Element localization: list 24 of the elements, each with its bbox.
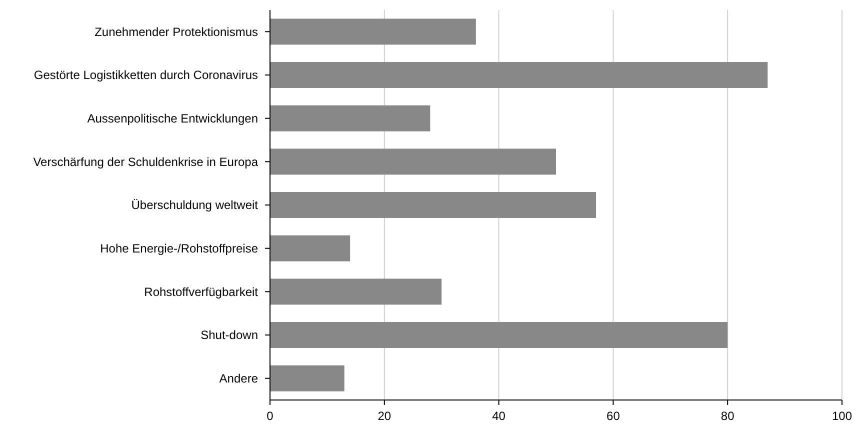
bar [270,278,442,305]
x-tick-label: 80 [720,409,735,423]
bar [270,18,476,45]
y-tick-label: Hohe Energie-/Rohstoffpreise [100,242,258,256]
y-tick-label: Überschuldung weltweit [131,198,259,212]
bar [270,192,596,218]
y-tick-label: Gestörte Logistikketten durch Coronavirus [34,68,258,82]
y-tick-label: Zunehmender Protektionismus [94,24,258,39]
y-tick-label: Verschärfung der Schuldenkrise in Europa [33,154,258,169]
bar [270,365,344,392]
bar [270,105,430,132]
bar [270,62,768,88]
y-tick-label: Andere [219,372,258,386]
x-tick-label: 40 [492,409,506,423]
y-tick-label: Shut-down [200,328,258,342]
bar [270,322,728,348]
bar [270,235,350,262]
x-tick-label: 20 [378,409,392,423]
y-tick-label: Rohstoffverfügbarkeit [144,284,259,299]
bar [270,148,556,175]
y-tick-label: Aussenpolitische Entwicklungen [87,112,258,126]
x-tick-label: 100 [832,409,852,423]
x-tick-label: 60 [606,409,620,423]
x-tick-label: 0 [266,409,274,423]
